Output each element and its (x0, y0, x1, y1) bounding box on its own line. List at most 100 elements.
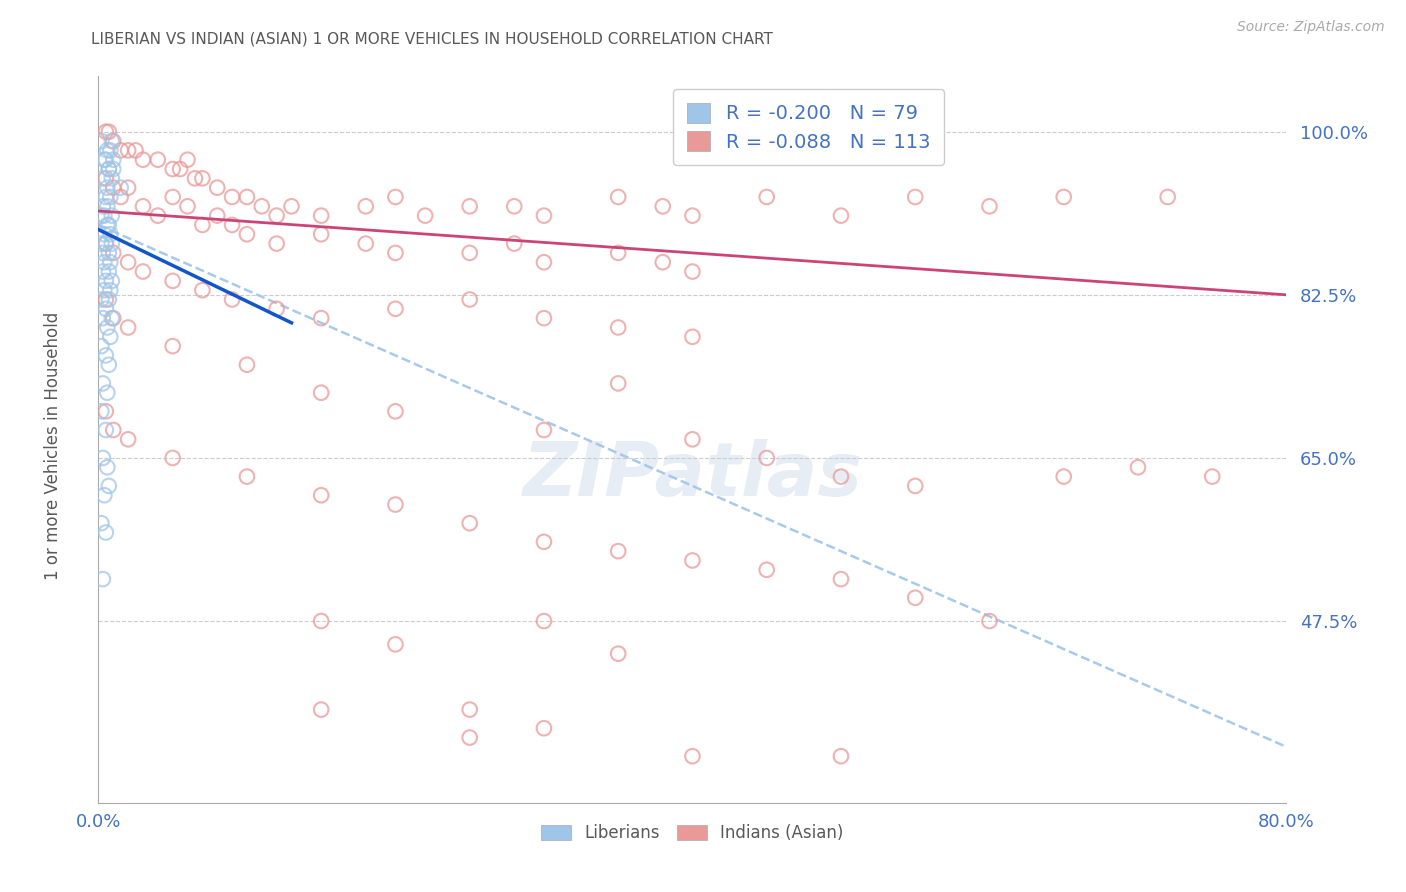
Point (354, 199, 377, 213)
Point (309, 227, 332, 242)
Point (132, 153, 155, 167)
Point (101, 171, 124, 186)
Point (458, 293, 481, 307)
Point (93, 153, 115, 167)
Point (90, 134, 112, 148)
Point (110, 144, 132, 158)
Point (458, 731, 481, 745)
Point (96, 385, 118, 400)
Point (110, 180, 132, 194)
Point (97, 479, 120, 493)
Point (384, 498, 406, 512)
Point (1053, 190, 1076, 204)
Text: 1 or more Vehicles in Household: 1 or more Vehicles in Household (45, 312, 62, 580)
Point (169, 161, 191, 176)
Point (91, 199, 114, 213)
Point (93, 255, 115, 269)
Point (755, 190, 778, 204)
Point (96, 460, 118, 475)
Point (1156, 190, 1178, 204)
Point (94, 171, 117, 186)
Point (681, 330, 703, 344)
Point (904, 190, 927, 204)
Point (91, 264, 114, 278)
Point (162, 161, 184, 176)
Point (91, 572, 114, 586)
Point (117, 180, 139, 194)
Point (205, 180, 228, 194)
Legend: Liberians, Indians (Asian): Liberians, Indians (Asian) (534, 818, 851, 849)
Point (94, 190, 117, 204)
Point (904, 591, 927, 605)
Point (384, 301, 406, 316)
Point (236, 227, 259, 242)
Point (162, 450, 184, 465)
Point (96, 218, 118, 232)
Point (96, 199, 118, 213)
Point (979, 614, 1001, 628)
Point (162, 339, 184, 353)
Point (236, 469, 259, 483)
Point (146, 153, 169, 167)
Point (93, 488, 115, 502)
Point (309, 385, 332, 400)
Point (651, 255, 673, 269)
Point (97, 358, 120, 372)
Point (607, 376, 630, 391)
Point (221, 190, 243, 204)
Point (93, 227, 115, 242)
Point (1053, 469, 1076, 483)
Point (651, 199, 673, 213)
Point (103, 134, 125, 148)
Point (176, 199, 198, 213)
Point (132, 199, 155, 213)
Point (93, 209, 115, 223)
Point (191, 283, 214, 297)
Point (904, 479, 927, 493)
Point (97, 161, 120, 176)
Point (103, 423, 125, 437)
Point (94, 236, 117, 251)
Point (533, 311, 555, 326)
Point (97, 264, 120, 278)
Point (97, 125, 120, 139)
Point (205, 209, 228, 223)
Point (533, 534, 555, 549)
Point (90, 236, 112, 251)
Point (458, 199, 481, 213)
Point (280, 199, 302, 213)
Point (681, 432, 703, 446)
Point (191, 218, 214, 232)
Point (94, 301, 117, 316)
Point (176, 153, 198, 167)
Point (97, 218, 120, 232)
Point (94, 404, 117, 418)
Point (503, 199, 526, 213)
Point (533, 614, 555, 628)
Point (117, 432, 139, 446)
Point (90, 339, 112, 353)
Point (103, 180, 125, 194)
Point (90, 293, 112, 307)
Point (94, 125, 117, 139)
Text: Source: ZipAtlas.com: Source: ZipAtlas.com (1237, 20, 1385, 34)
Point (309, 311, 332, 326)
Point (533, 721, 555, 735)
Point (681, 553, 703, 567)
Point (98, 330, 121, 344)
Point (755, 450, 778, 465)
Point (503, 236, 526, 251)
Point (309, 488, 332, 502)
Point (94, 293, 117, 307)
Point (94, 236, 117, 251)
Point (266, 236, 288, 251)
Point (607, 190, 630, 204)
Point (124, 144, 146, 158)
Point (309, 703, 332, 717)
Point (354, 236, 377, 251)
Point (384, 637, 406, 651)
Point (458, 703, 481, 717)
Point (101, 274, 124, 288)
Point (681, 749, 703, 764)
Point (91, 171, 114, 186)
